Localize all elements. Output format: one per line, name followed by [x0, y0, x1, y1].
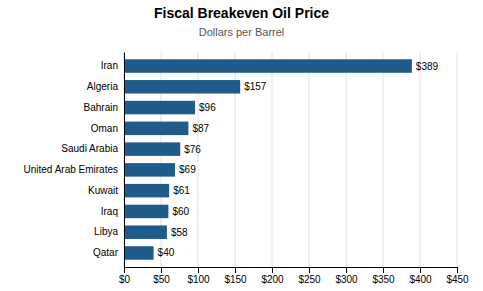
y-tick: Libya	[94, 226, 124, 237]
x-tick: $0	[119, 267, 131, 285]
bar	[124, 246, 154, 260]
grid-line	[383, 52, 384, 267]
grid-line	[420, 52, 421, 267]
y-tick-label: Saudi Arabia	[61, 143, 118, 154]
x-tick-mark	[235, 267, 236, 273]
x-tick-label: $400	[409, 274, 432, 285]
grid-line	[124, 52, 125, 267]
y-tick-label: Bahrain	[84, 102, 118, 113]
title: Fiscal Breakeven Oil Price	[154, 5, 329, 21]
x-tick-mark	[383, 267, 384, 273]
x-tick-label: $50	[153, 274, 170, 285]
bar	[124, 101, 195, 115]
bar	[124, 205, 168, 219]
grid-line	[309, 52, 310, 267]
y-tick: Iraq	[101, 206, 124, 217]
bar	[124, 163, 175, 177]
data-label: $389	[416, 61, 439, 72]
x-tick-mark	[309, 267, 310, 273]
x-tick: $100	[187, 267, 210, 285]
x-tick-mark	[346, 267, 347, 273]
bar	[124, 184, 169, 198]
y-tick: Qatar	[93, 247, 124, 258]
x-axis-line	[125, 268, 458, 274]
y-axis: Iran Algeria Bahrain Oman Saudi Arabia United…	[24, 53, 125, 268]
y-tick: Algeria	[87, 81, 124, 92]
y-tick-label: Iran	[101, 60, 118, 71]
x-tick: $300	[335, 267, 358, 285]
chart: Fiscal Breakeven Oil Price Dollars per Ba…	[0, 0, 483, 291]
grid-line	[272, 52, 273, 267]
x-tick-label: $150	[224, 274, 247, 285]
grid	[124, 52, 457, 267]
y-tick-label: Libya	[94, 226, 118, 237]
y-tick: Oman	[91, 123, 124, 134]
data-label: $58	[171, 227, 188, 238]
plot: $0 $50 $100 $150 $200 $250 $300 $350 $400 $450 Ira…	[24, 52, 470, 285]
data-label: $76	[184, 144, 201, 155]
x-tick: $350	[372, 267, 395, 285]
grid-line	[346, 52, 347, 267]
y-axis-line	[124, 53, 125, 268]
bar	[124, 225, 167, 239]
data-label: $40	[158, 247, 175, 258]
y-tick: Iran	[101, 60, 124, 71]
x-axis: $0 $50 $100 $150 $200 $250 $300 $350 $400 $450	[119, 267, 469, 285]
x-tick-label: $0	[119, 274, 131, 285]
x-tick-mark	[457, 267, 458, 273]
x-tick: $50	[153, 267, 170, 285]
x-tick-label: $200	[261, 274, 284, 285]
data-label: $87	[192, 123, 209, 134]
x-tick-mark	[124, 267, 125, 273]
x-tick: $200	[261, 267, 284, 285]
y-tick-label: United Arab Emirates	[24, 164, 119, 175]
x-tick-label: $350	[372, 274, 395, 285]
y-tick: Kuwait	[88, 185, 124, 196]
y-tick-label: Kuwait	[88, 185, 118, 196]
y-tick: Saudi Arabia	[61, 143, 124, 154]
bars	[124, 59, 412, 259]
grid-line	[457, 52, 458, 267]
x-tick-mark	[272, 267, 273, 273]
data-label: $157	[244, 81, 267, 92]
data-label: $61	[173, 185, 190, 196]
data-label: $60	[172, 206, 189, 217]
data-labels: $389 $157 $96 $87 $76 $69 $61 $60 $58 $40	[158, 61, 439, 259]
x-tick-label: $300	[335, 274, 358, 285]
x-tick-label: $100	[187, 274, 210, 285]
subtitle: Dollars per Barrel	[199, 26, 285, 38]
x-tick: $150	[224, 267, 247, 285]
x-tick-mark	[198, 267, 199, 273]
x-tick-label: $250	[298, 274, 321, 285]
x-tick: $400	[409, 267, 432, 285]
x-tick: $250	[298, 267, 321, 285]
x-tick: $450	[446, 267, 469, 285]
y-tick-label: Iraq	[101, 206, 118, 217]
x-tick-label: $450	[446, 274, 469, 285]
x-tick-mark	[420, 267, 421, 273]
data-label: $69	[179, 164, 196, 175]
bar	[124, 142, 180, 156]
bar	[124, 59, 412, 73]
y-tick: Bahrain	[84, 102, 124, 113]
y-tick-label: Oman	[91, 123, 118, 134]
x-tick-mark	[161, 267, 162, 273]
y-tick-label: Algeria	[87, 81, 119, 92]
bar	[124, 80, 240, 94]
bar	[124, 122, 188, 136]
y-tick-label: Qatar	[93, 247, 119, 258]
data-label: $96	[199, 102, 216, 113]
y-tick: United Arab Emirates	[24, 164, 125, 175]
